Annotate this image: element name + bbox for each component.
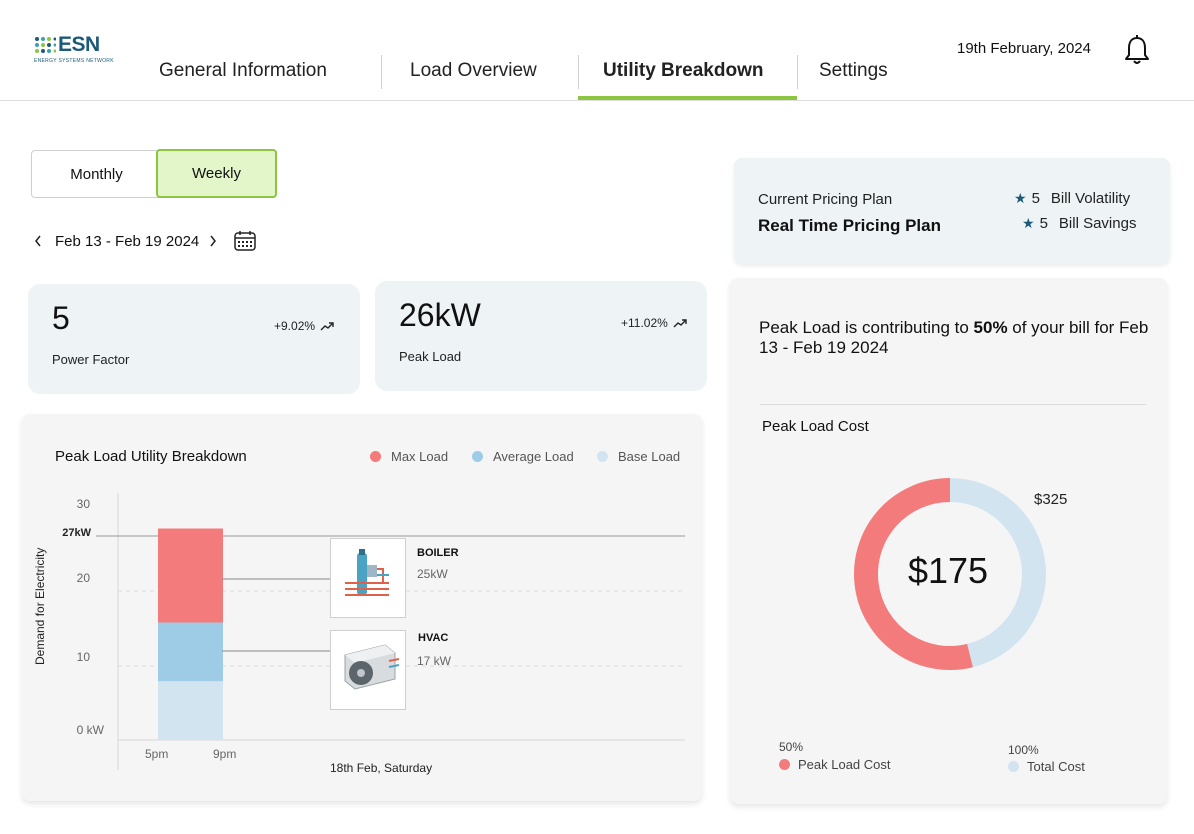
logo-dots-icon — [35, 37, 56, 53]
kpi-card-power-factor: 5 Power Factor +9.02% — [28, 284, 360, 394]
bar-segment-average-load[interactable] — [158, 622, 223, 682]
date-range-selector: Feb 13 - Feb 19 2024 — [33, 230, 257, 252]
legend-peak-load-cost: Peak Load Cost — [779, 757, 891, 772]
boiler-icon — [345, 549, 389, 596]
peak-load-contribution-text: Peak Load is contributing to 50% of your… — [759, 318, 1149, 358]
tab-settings[interactable]: Settings — [819, 60, 888, 81]
boiler-value: 25kW — [417, 567, 448, 581]
legend-dot — [779, 759, 790, 770]
kpi-change-value: +11.02% — [621, 316, 668, 330]
chart-title: Peak Load Utility Breakdown — [55, 448, 247, 465]
chevron-right-icon[interactable] — [208, 234, 218, 248]
peak-load-cost-title: Peak Load Cost — [762, 418, 869, 435]
hvac-name: HVAC — [418, 632, 449, 644]
esn-logo[interactable]: ESN ENERGY SYSTEMS NETWORK — [34, 33, 114, 67]
legend-average-load: Average Load — [472, 449, 574, 464]
boiler-thumbnail[interactable] — [330, 538, 406, 618]
legend-label: Base Load — [618, 449, 681, 464]
x-axis-title: 18th Feb, Saturday — [330, 761, 433, 775]
contrib-prefix: Peak Load is contributing to — [759, 318, 974, 337]
bar-segment-base-load[interactable] — [158, 681, 223, 740]
rating-score: 5 — [1031, 190, 1040, 207]
legend-label: Total Cost — [1027, 759, 1085, 774]
current-date: 19th February, 2024 — [957, 40, 1091, 57]
legend-label: Peak Load Cost — [798, 757, 891, 772]
legend-dot — [1008, 761, 1019, 772]
rating-label: Bill Savings — [1058, 215, 1137, 232]
rating-bill-savings: ★ 5 Bill Savings — [1022, 215, 1136, 232]
tab-divider — [797, 55, 798, 89]
date-range-label: Feb 13 - Feb 19 2024 — [55, 232, 200, 250]
hvac-icon — [344, 644, 400, 690]
star-icon: ★ — [1022, 215, 1035, 231]
trend-up-icon — [673, 319, 687, 328]
kpi-card-peak-load: 26kW Peak Load +11.02% — [375, 281, 707, 391]
tab-divider — [578, 55, 579, 89]
tab-general-information[interactable]: General Information — [159, 60, 327, 81]
tab-utility-breakdown[interactable]: Utility Breakdown — [603, 60, 764, 81]
y-tick-label: 0 kW — [76, 723, 104, 737]
active-tab-indicator — [578, 96, 797, 100]
legend-label: Max Load — [391, 449, 449, 464]
contrib-suffix: of your bill for Feb 13 - Feb 19 2024 — [759, 318, 1149, 357]
legend-dot — [472, 451, 483, 462]
donut-center-value: $175 — [907, 550, 989, 591]
legend-max-load: Max Load — [370, 449, 448, 464]
kpi-label: Power Factor — [52, 352, 130, 367]
kpi-change-value: +9.02% — [274, 319, 316, 333]
legend-total-cost: Total Cost — [1008, 759, 1085, 774]
tab-divider — [381, 55, 382, 89]
monthly-toggle-button[interactable]: Monthly — [31, 150, 161, 198]
tab-load-overview[interactable]: Load Overview — [410, 60, 537, 81]
contrib-percentage: 50% — [973, 318, 1008, 337]
divider — [760, 404, 1146, 405]
kpi-value: 5 — [52, 300, 70, 336]
x-tick-label: 9pm — [213, 747, 237, 761]
logo-subtitle: ENERGY SYSTEMS NETWORK — [34, 58, 114, 64]
pricing-plan-label: Current Pricing Plan — [758, 191, 893, 208]
legend-base-load: Base Load — [597, 449, 680, 464]
donut-total-label: $325 — [1034, 491, 1068, 508]
y-tick-label: 20 — [76, 571, 90, 585]
bell-icon[interactable] — [1122, 34, 1152, 66]
rating-score: 5 — [1039, 215, 1048, 232]
reference-line-label: 27kW — [62, 527, 91, 539]
chevron-left-icon[interactable] — [33, 234, 43, 248]
hvac-value: 17 kW — [417, 654, 452, 668]
peak-load-cost-panel — [730, 278, 1167, 804]
top-header: ESN ENERGY SYSTEMS NETWORK General Infor… — [0, 0, 1194, 101]
kpi-change: +11.02% — [621, 316, 687, 330]
pricing-plan-name: Real Time Pricing Plan — [758, 216, 941, 235]
kpi-label: Peak Load — [399, 349, 462, 364]
donut-slice-peak-load-cost[interactable] — [854, 478, 973, 670]
weekly-toggle-button[interactable]: Weekly — [156, 149, 277, 198]
legend-dot — [370, 451, 381, 462]
pricing-plan-card: Current Pricing Plan Real Time Pricing P… — [734, 158, 1170, 264]
logo-text: ESN — [58, 33, 100, 56]
calendar-icon[interactable] — [233, 230, 257, 252]
star-icon: ★ — [1014, 190, 1027, 206]
legend-percentage: 50% — [779, 740, 804, 754]
legend-label: Average Load — [493, 449, 574, 464]
legend-dot — [597, 451, 608, 462]
bar-segment-max-load[interactable] — [158, 528, 223, 623]
y-tick-label: 30 — [76, 497, 90, 511]
rating-bill-volatility: ★ 5 Bill Volatility — [1014, 190, 1130, 207]
legend-percentage: 100% — [1008, 743, 1039, 757]
rating-label: Bill Volatility — [1050, 190, 1131, 207]
kpi-value: 26kW — [399, 297, 481, 333]
donut-slice-remainder-of-total-cost[interactable] — [949, 478, 1046, 668]
kpi-change: +9.02% — [274, 319, 334, 333]
boiler-name: BOILER — [417, 547, 459, 559]
y-tick-label: 10 — [76, 650, 90, 664]
trend-up-icon — [320, 322, 334, 331]
x-tick-label: 5pm — [145, 747, 169, 761]
hvac-thumbnail[interactable] — [330, 630, 406, 710]
